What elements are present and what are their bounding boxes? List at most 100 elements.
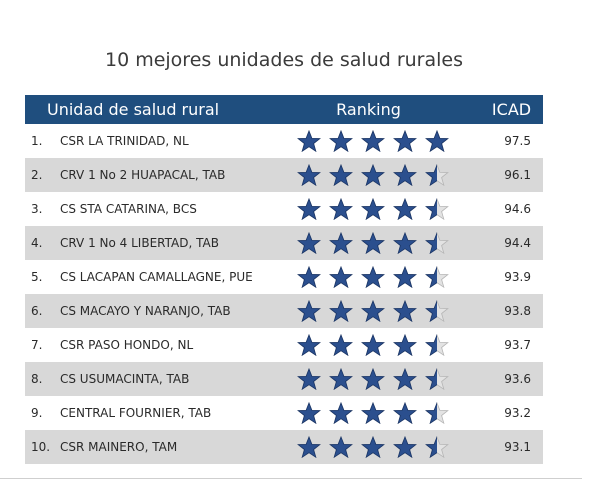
star-full-icon — [297, 164, 321, 186]
row-rank-number: 3. — [31, 202, 43, 216]
star-full-icon — [393, 164, 417, 186]
ranking-table: Unidad de salud rural Ranking ICAD 1. CSR… — [25, 95, 543, 464]
row-unit-name: CSR MAINERO, TAM — [60, 440, 178, 454]
row-icad-value: 94.4 — [504, 236, 531, 250]
row-star-rating — [295, 266, 460, 288]
row-star-rating — [295, 232, 460, 254]
star-full-icon — [361, 436, 385, 458]
row-star-rating — [295, 198, 460, 220]
header-ranking: Ranking — [336, 100, 401, 119]
star-full-icon — [393, 232, 417, 254]
header-unit: Unidad de salud rural — [47, 100, 220, 119]
table-body: 1. CSR LA TRINIDAD, NL 97.5 2. CRV 1 No 2 HU… — [25, 124, 543, 464]
row-unit-name: CRV 1 No 2 HUAPACAL, TAB — [60, 168, 226, 182]
bottom-divider — [0, 478, 582, 479]
row-icad-value: 97.5 — [504, 134, 531, 148]
row-rank-number: 1. — [31, 134, 43, 148]
star-full-icon — [361, 266, 385, 288]
row-unit-name: CS LACAPAN CAMALLAGNE, PUE — [60, 270, 253, 284]
star-half-icon — [425, 232, 449, 254]
star-full-icon — [361, 198, 385, 220]
row-rank-number: 4. — [31, 236, 43, 250]
star-full-icon — [329, 300, 353, 322]
star-full-icon — [329, 232, 353, 254]
star-full-icon — [297, 130, 321, 152]
row-rank-number: 9. — [31, 406, 43, 420]
star-full-icon — [361, 300, 385, 322]
row-star-rating — [295, 164, 460, 186]
row-unit-name: CENTRAL FOURNIER, TAB — [60, 406, 212, 420]
row-star-rating — [295, 334, 460, 356]
table-row: 10. CSR MAINERO, TAM 93.1 — [25, 430, 543, 464]
table-row: 2. CRV 1 No 2 HUAPACAL, TAB 96.1 — [25, 158, 543, 192]
row-icad-value: 96.1 — [504, 168, 531, 182]
star-full-icon — [297, 266, 321, 288]
header-icad: ICAD — [491, 100, 532, 119]
star-full-icon — [297, 436, 321, 458]
star-full-icon — [329, 266, 353, 288]
row-rank-number: 5. — [31, 270, 43, 284]
row-rank-number: 7. — [31, 338, 43, 352]
star-half-icon — [425, 198, 449, 220]
table-row: 4. CRV 1 No 4 LIBERTAD, TAB 94.4 — [25, 226, 543, 260]
row-rank-number: 8. — [31, 372, 43, 386]
row-rank-number: 10. — [31, 440, 51, 454]
star-half-icon — [425, 300, 449, 322]
star-full-icon — [329, 334, 353, 356]
star-full-icon — [361, 232, 385, 254]
star-full-icon — [393, 300, 417, 322]
table-header: Unidad de salud rural Ranking ICAD — [25, 95, 543, 124]
row-icad-value: 93.7 — [504, 338, 531, 352]
row-star-rating — [295, 130, 460, 152]
star-full-icon — [361, 368, 385, 390]
star-full-icon — [329, 130, 353, 152]
row-star-rating — [295, 300, 460, 322]
table-row: 5. CS LACAPAN CAMALLAGNE, PUE 93.9 — [25, 260, 543, 294]
star-full-icon — [297, 334, 321, 356]
row-unit-name: CS USUMACINTA, TAB — [60, 372, 190, 386]
row-rank-number: 2. — [31, 168, 43, 182]
star-full-icon — [393, 198, 417, 220]
row-icad-value: 93.8 — [504, 304, 531, 318]
star-full-icon — [393, 436, 417, 458]
star-full-icon — [329, 368, 353, 390]
star-full-icon — [361, 402, 385, 424]
star-half-icon — [425, 368, 449, 390]
star-half-icon — [425, 402, 449, 424]
table-row: 6. CS MACAYO Y NARANJO, TAB 93.8 — [25, 294, 543, 328]
star-full-icon — [329, 198, 353, 220]
table-row: 3. CS STA CATARINA, BCS 94.6 — [25, 192, 543, 226]
star-full-icon — [393, 368, 417, 390]
row-icad-value: 93.1 — [504, 440, 531, 454]
star-full-icon — [361, 130, 385, 152]
table-row: 9. CENTRAL FOURNIER, TAB 93.2 — [25, 396, 543, 430]
table-row: 8. CS USUMACINTA, TAB 93.6 — [25, 362, 543, 396]
star-full-icon — [329, 164, 353, 186]
star-full-icon — [297, 198, 321, 220]
star-full-icon — [297, 300, 321, 322]
star-half-icon — [425, 164, 449, 186]
star-full-icon — [361, 164, 385, 186]
row-icad-value: 93.2 — [504, 406, 531, 420]
row-unit-name: CSR PASO HONDO, NL — [60, 338, 194, 352]
star-full-icon — [329, 402, 353, 424]
row-icad-value: 93.6 — [504, 372, 531, 386]
row-star-rating — [295, 402, 460, 424]
star-full-icon — [425, 130, 449, 152]
row-icad-value: 94.6 — [504, 202, 531, 216]
star-full-icon — [297, 232, 321, 254]
row-unit-name: CS MACAYO Y NARANJO, TAB — [60, 304, 231, 318]
star-full-icon — [361, 334, 385, 356]
table-row: 1. CSR LA TRINIDAD, NL 97.5 — [25, 124, 543, 158]
star-full-icon — [297, 402, 321, 424]
star-full-icon — [393, 130, 417, 152]
star-full-icon — [297, 368, 321, 390]
star-full-icon — [393, 266, 417, 288]
row-unit-name: CSR LA TRINIDAD, NL — [60, 134, 189, 148]
star-half-icon — [425, 436, 449, 458]
star-full-icon — [329, 436, 353, 458]
star-full-icon — [393, 334, 417, 356]
row-icad-value: 93.9 — [504, 270, 531, 284]
table-row: 7. CSR PASO HONDO, NL 93.7 — [25, 328, 543, 362]
